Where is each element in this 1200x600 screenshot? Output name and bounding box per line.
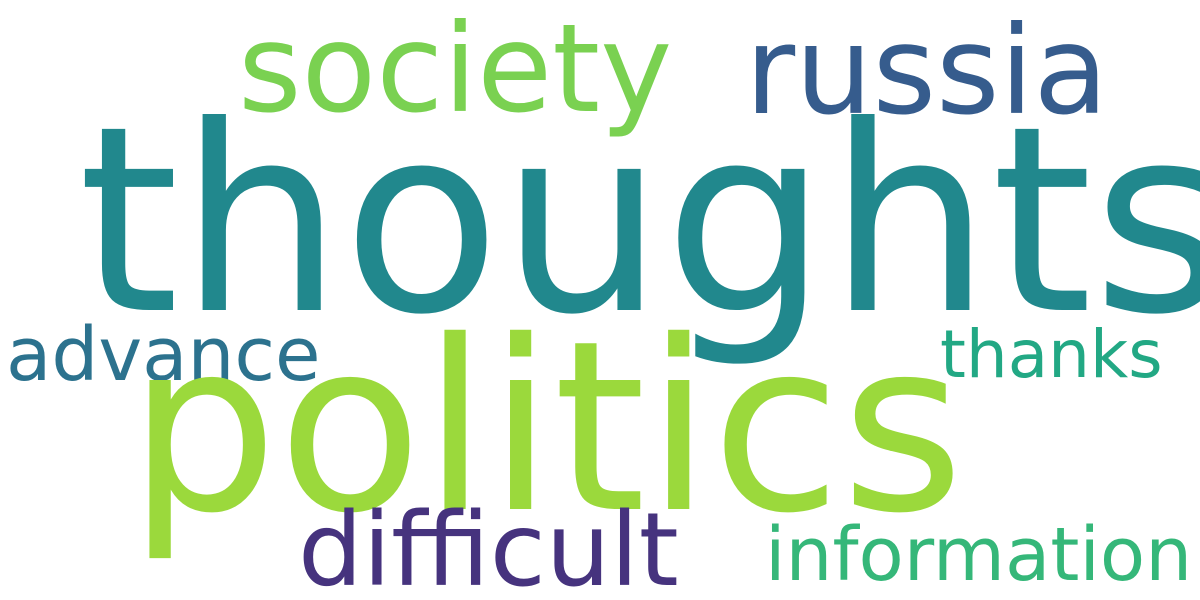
word-advance: advance — [6, 312, 321, 398]
word-russia: russia — [745, 0, 1109, 142]
word-society: society — [238, 0, 673, 140]
word-difficult: difficult — [298, 491, 679, 600]
word-information: information — [765, 512, 1193, 598]
word-thoughts: thoughts — [78, 71, 1200, 371]
word-politics: politics — [128, 290, 965, 565]
word-thanks: thanks — [940, 316, 1163, 393]
